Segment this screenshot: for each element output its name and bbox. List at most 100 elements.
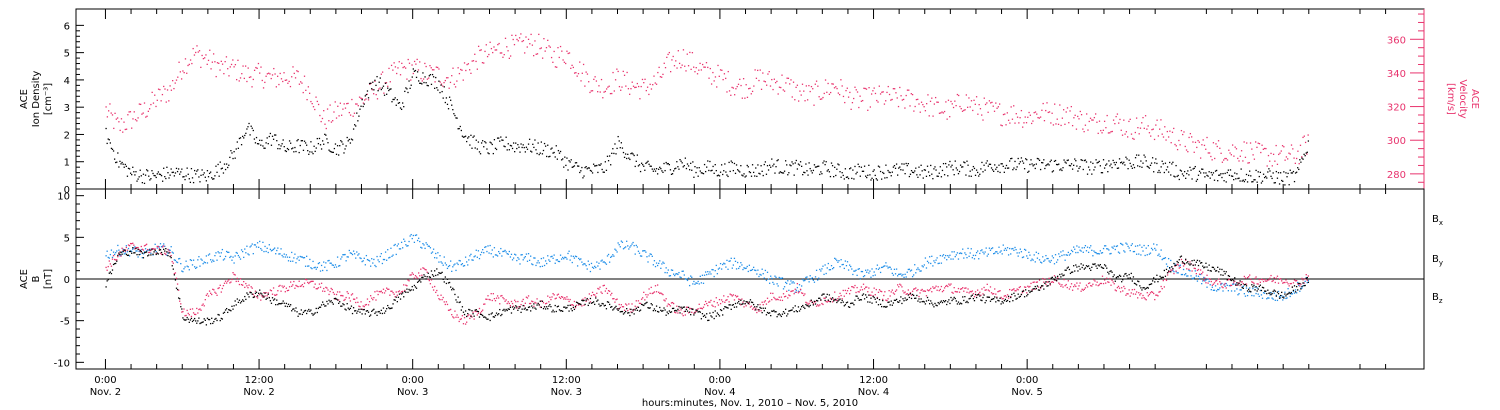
bx-point xyxy=(700,318,703,320)
density-point xyxy=(264,147,266,149)
bx-point xyxy=(304,309,307,312)
by-point xyxy=(1016,252,1018,254)
velocity-point xyxy=(832,83,834,85)
bz-point xyxy=(987,289,989,291)
bx-point xyxy=(270,302,273,304)
velocity-point xyxy=(344,107,347,109)
velocity-point xyxy=(1060,124,1062,127)
bz-point xyxy=(697,308,699,310)
by-point xyxy=(1067,251,1069,254)
velocity-point xyxy=(1272,153,1275,155)
bz-point xyxy=(285,287,288,289)
velocity-point xyxy=(764,81,767,83)
density-point xyxy=(1033,164,1035,166)
bz-point xyxy=(462,323,465,325)
bx-point xyxy=(506,309,508,312)
velocity-point xyxy=(952,106,955,109)
density-point xyxy=(492,152,494,155)
density-point xyxy=(1001,163,1003,165)
bz-point xyxy=(487,295,489,297)
by-point xyxy=(550,256,552,258)
density-point xyxy=(662,171,664,174)
bz-point xyxy=(526,297,529,299)
bx-point xyxy=(396,301,398,303)
velocity-point xyxy=(758,79,760,82)
density-point xyxy=(924,169,927,171)
velocity-point xyxy=(894,88,896,90)
bz-point xyxy=(889,295,891,297)
velocity-point xyxy=(664,67,667,69)
density-point xyxy=(217,163,219,166)
velocity-point xyxy=(1202,139,1204,141)
bx-point xyxy=(699,311,701,313)
bz-point xyxy=(168,250,170,252)
bx-point xyxy=(548,305,550,307)
velocity-point xyxy=(1092,119,1094,121)
bz-point xyxy=(888,289,890,292)
density-point xyxy=(1049,160,1051,163)
bx-point xyxy=(215,317,217,320)
velocity-point xyxy=(1217,140,1220,142)
bz-point xyxy=(1307,275,1310,277)
velocity-point xyxy=(879,93,882,95)
density-point xyxy=(1151,157,1154,159)
by-point xyxy=(1111,246,1113,248)
by-point xyxy=(1117,251,1120,253)
bz-point xyxy=(1025,286,1027,288)
density-point xyxy=(215,165,217,167)
bz-point xyxy=(1125,294,1127,296)
bz-point xyxy=(243,280,245,283)
velocity-point xyxy=(269,73,271,75)
velocity-point xyxy=(1185,149,1188,151)
velocity-point xyxy=(603,91,605,93)
by-point xyxy=(779,277,781,280)
velocity-point xyxy=(567,52,569,55)
density-point xyxy=(600,163,602,165)
bx-point xyxy=(172,268,174,270)
bx-point xyxy=(318,306,321,308)
velocity-point xyxy=(1121,134,1124,136)
density-point xyxy=(650,165,652,167)
velocity-point xyxy=(1228,149,1230,151)
density-point xyxy=(1160,166,1162,168)
bz-point xyxy=(1076,282,1078,284)
velocity-point xyxy=(524,52,526,54)
velocity-point xyxy=(874,92,877,95)
velocity-point xyxy=(1306,153,1308,155)
density-point xyxy=(233,151,235,153)
density-point xyxy=(1089,169,1091,171)
bx-point xyxy=(554,304,556,307)
velocity-point xyxy=(274,73,276,75)
by-point xyxy=(889,266,891,268)
bz-point xyxy=(230,281,232,283)
by-point xyxy=(666,272,668,274)
by-point xyxy=(1005,249,1008,251)
by-point xyxy=(750,269,753,271)
density-point xyxy=(781,172,784,174)
velocity-point xyxy=(179,71,181,73)
bx-point xyxy=(558,309,561,311)
velocity-point xyxy=(1205,148,1207,150)
density-point xyxy=(135,171,137,173)
density-point xyxy=(298,151,300,154)
by-point xyxy=(1057,259,1059,261)
density-point xyxy=(219,161,221,163)
velocity-point xyxy=(1251,148,1253,150)
density-point xyxy=(1029,163,1031,166)
density-point xyxy=(1219,174,1221,176)
bx-point xyxy=(686,310,689,312)
density-point xyxy=(214,175,216,177)
bz-point xyxy=(771,299,773,301)
by-point xyxy=(1095,252,1097,254)
by-point xyxy=(1192,278,1194,280)
bz-point xyxy=(775,299,777,301)
bx-point xyxy=(272,299,275,301)
density-point xyxy=(155,176,157,179)
density-point xyxy=(736,169,739,171)
bz-point xyxy=(184,315,186,317)
by-point xyxy=(420,246,422,249)
density-point xyxy=(260,144,262,146)
bz-point xyxy=(340,294,342,297)
by-point xyxy=(1179,264,1182,266)
by-point xyxy=(1298,284,1300,287)
